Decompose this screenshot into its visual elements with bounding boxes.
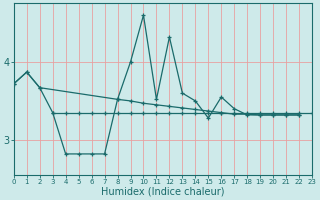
X-axis label: Humidex (Indice chaleur): Humidex (Indice chaleur) xyxy=(101,187,225,197)
